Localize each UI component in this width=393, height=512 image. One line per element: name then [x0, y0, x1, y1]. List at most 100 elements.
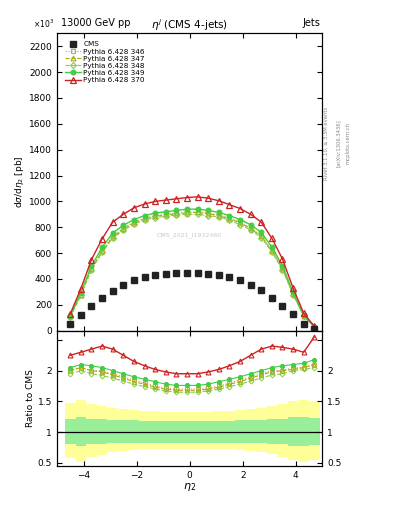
Pythia 6.428 349: [185, 206, 189, 212]
Pythia 6.428 348: [248, 227, 253, 233]
CMS: [270, 295, 274, 301]
Pythia 6.428 347: [68, 313, 73, 319]
Pythia 6.428 370: [312, 323, 317, 329]
Text: Rivet 3.1.10, ≥ 3.3M events: Rivet 3.1.10, ≥ 3.3M events: [324, 106, 329, 180]
Pythia 6.428 346: [153, 212, 158, 219]
Pythia 6.428 347: [89, 266, 94, 272]
Y-axis label: d$\sigma$/d$\eta_2$ [pb]: d$\sigma$/d$\eta_2$ [pb]: [13, 156, 26, 208]
Pythia 6.428 346: [301, 313, 306, 319]
Pythia 6.428 349: [195, 206, 200, 212]
Pythia 6.428 347: [206, 210, 211, 217]
Pythia 6.428 346: [110, 233, 115, 240]
Line: Pythia 6.428 349: Pythia 6.428 349: [68, 207, 317, 329]
CMS: [79, 312, 83, 318]
Pythia 6.428 349: [280, 263, 285, 269]
Pythia 6.428 348: [79, 292, 83, 298]
CMS: [280, 303, 285, 309]
Pythia 6.428 370: [163, 197, 168, 203]
CMS: [110, 288, 115, 294]
Pythia 6.428 348: [68, 314, 73, 320]
Pythia 6.428 348: [185, 211, 189, 218]
Pythia 6.428 349: [100, 244, 105, 250]
Pythia 6.428 349: [153, 210, 158, 216]
Pythia 6.428 348: [270, 249, 274, 255]
Pythia 6.428 346: [174, 210, 179, 216]
CMS: [89, 303, 94, 309]
Pythia 6.428 349: [301, 312, 306, 318]
Pythia 6.428 346: [270, 247, 274, 253]
Pythia 6.428 348: [259, 234, 264, 241]
Pythia 6.428 347: [174, 210, 179, 217]
Pythia 6.428 349: [227, 212, 232, 219]
CMS: [132, 277, 136, 283]
Pythia 6.428 346: [163, 211, 168, 218]
Text: $\times10^3$: $\times10^3$: [33, 18, 54, 30]
Pythia 6.428 347: [248, 225, 253, 231]
CMS: [185, 270, 189, 276]
Pythia 6.428 370: [79, 286, 83, 292]
Pythia 6.428 349: [312, 324, 317, 330]
Line: Pythia 6.428 370: Pythia 6.428 370: [68, 194, 317, 329]
CMS: [195, 270, 200, 276]
Pythia 6.428 348: [89, 267, 94, 273]
Pythia 6.428 347: [227, 216, 232, 222]
CMS: [291, 311, 296, 317]
Pythia 6.428 347: [132, 220, 136, 226]
Pythia 6.428 347: [79, 291, 83, 297]
Pythia 6.428 349: [174, 207, 179, 214]
Pythia 6.428 346: [68, 313, 73, 319]
Pythia 6.428 370: [174, 196, 179, 202]
Pythia 6.428 348: [163, 213, 168, 219]
Pythia 6.428 370: [248, 211, 253, 218]
Pythia 6.428 348: [174, 212, 179, 218]
CMS: [301, 321, 306, 327]
Pythia 6.428 370: [280, 256, 285, 262]
Pythia 6.428 347: [270, 247, 274, 253]
Pythia 6.428 349: [163, 209, 168, 215]
Pythia 6.428 346: [217, 212, 221, 218]
Pythia 6.428 349: [121, 222, 126, 228]
Pythia 6.428 348: [301, 313, 306, 319]
Pythia 6.428 348: [153, 215, 158, 221]
Pythia 6.428 349: [68, 313, 73, 319]
Pythia 6.428 370: [110, 219, 115, 225]
Pythia 6.428 346: [248, 225, 253, 231]
Y-axis label: Ratio to CMS: Ratio to CMS: [26, 369, 35, 427]
Pythia 6.428 370: [291, 285, 296, 291]
Pythia 6.428 348: [227, 217, 232, 223]
Pythia 6.428 349: [238, 217, 242, 223]
Pythia 6.428 347: [142, 216, 147, 222]
Pythia 6.428 348: [238, 222, 242, 228]
Pythia 6.428 346: [312, 324, 317, 330]
Title: $\eta^j$ (CMS 4-jets): $\eta^j$ (CMS 4-jets): [151, 17, 228, 33]
Pythia 6.428 347: [238, 220, 242, 226]
Pythia 6.428 348: [100, 249, 105, 255]
CMS: [121, 283, 126, 289]
Pythia 6.428 370: [217, 198, 221, 204]
Pythia 6.428 370: [227, 202, 232, 208]
Pythia 6.428 347: [280, 266, 285, 272]
Pythia 6.428 370: [195, 194, 200, 200]
Pythia 6.428 348: [280, 267, 285, 273]
Pythia 6.428 347: [217, 212, 221, 219]
Pythia 6.428 370: [153, 198, 158, 204]
Pythia 6.428 347: [121, 226, 126, 232]
Pythia 6.428 346: [227, 215, 232, 221]
Line: Pythia 6.428 346: Pythia 6.428 346: [68, 209, 316, 329]
Text: CMS_2021_I1932460: CMS_2021_I1932460: [157, 232, 222, 239]
Line: CMS: CMS: [68, 270, 317, 332]
Pythia 6.428 349: [291, 289, 296, 295]
CMS: [238, 276, 242, 283]
Pythia 6.428 349: [270, 244, 274, 250]
CMS: [153, 272, 158, 278]
Pythia 6.428 347: [185, 210, 189, 216]
Pythia 6.428 346: [238, 219, 242, 225]
Pythia 6.428 346: [100, 247, 105, 253]
Pythia 6.428 348: [291, 291, 296, 297]
Pythia 6.428 370: [132, 205, 136, 211]
Pythia 6.428 370: [100, 236, 105, 242]
Pythia 6.428 349: [217, 209, 221, 216]
Pythia 6.428 347: [259, 233, 264, 240]
Pythia 6.428 346: [79, 291, 83, 297]
Pythia 6.428 346: [259, 232, 264, 239]
